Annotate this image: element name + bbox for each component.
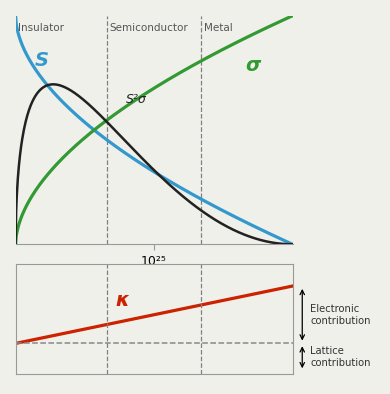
- Text: S²σ: S²σ: [126, 93, 147, 106]
- Text: Lattice
contribution: Lattice contribution: [310, 346, 370, 368]
- Text: σ: σ: [245, 56, 261, 74]
- Text: S: S: [35, 51, 49, 70]
- Text: κ: κ: [115, 291, 129, 310]
- X-axis label: Free carrier concentration (m⁻³): Free carrier concentration (m⁻³): [41, 275, 267, 288]
- Text: Insulator: Insulator: [18, 22, 64, 33]
- Text: Semiconductor: Semiconductor: [110, 22, 188, 33]
- Text: Electronic
contribution: Electronic contribution: [310, 304, 370, 325]
- Text: Metal: Metal: [204, 22, 233, 33]
